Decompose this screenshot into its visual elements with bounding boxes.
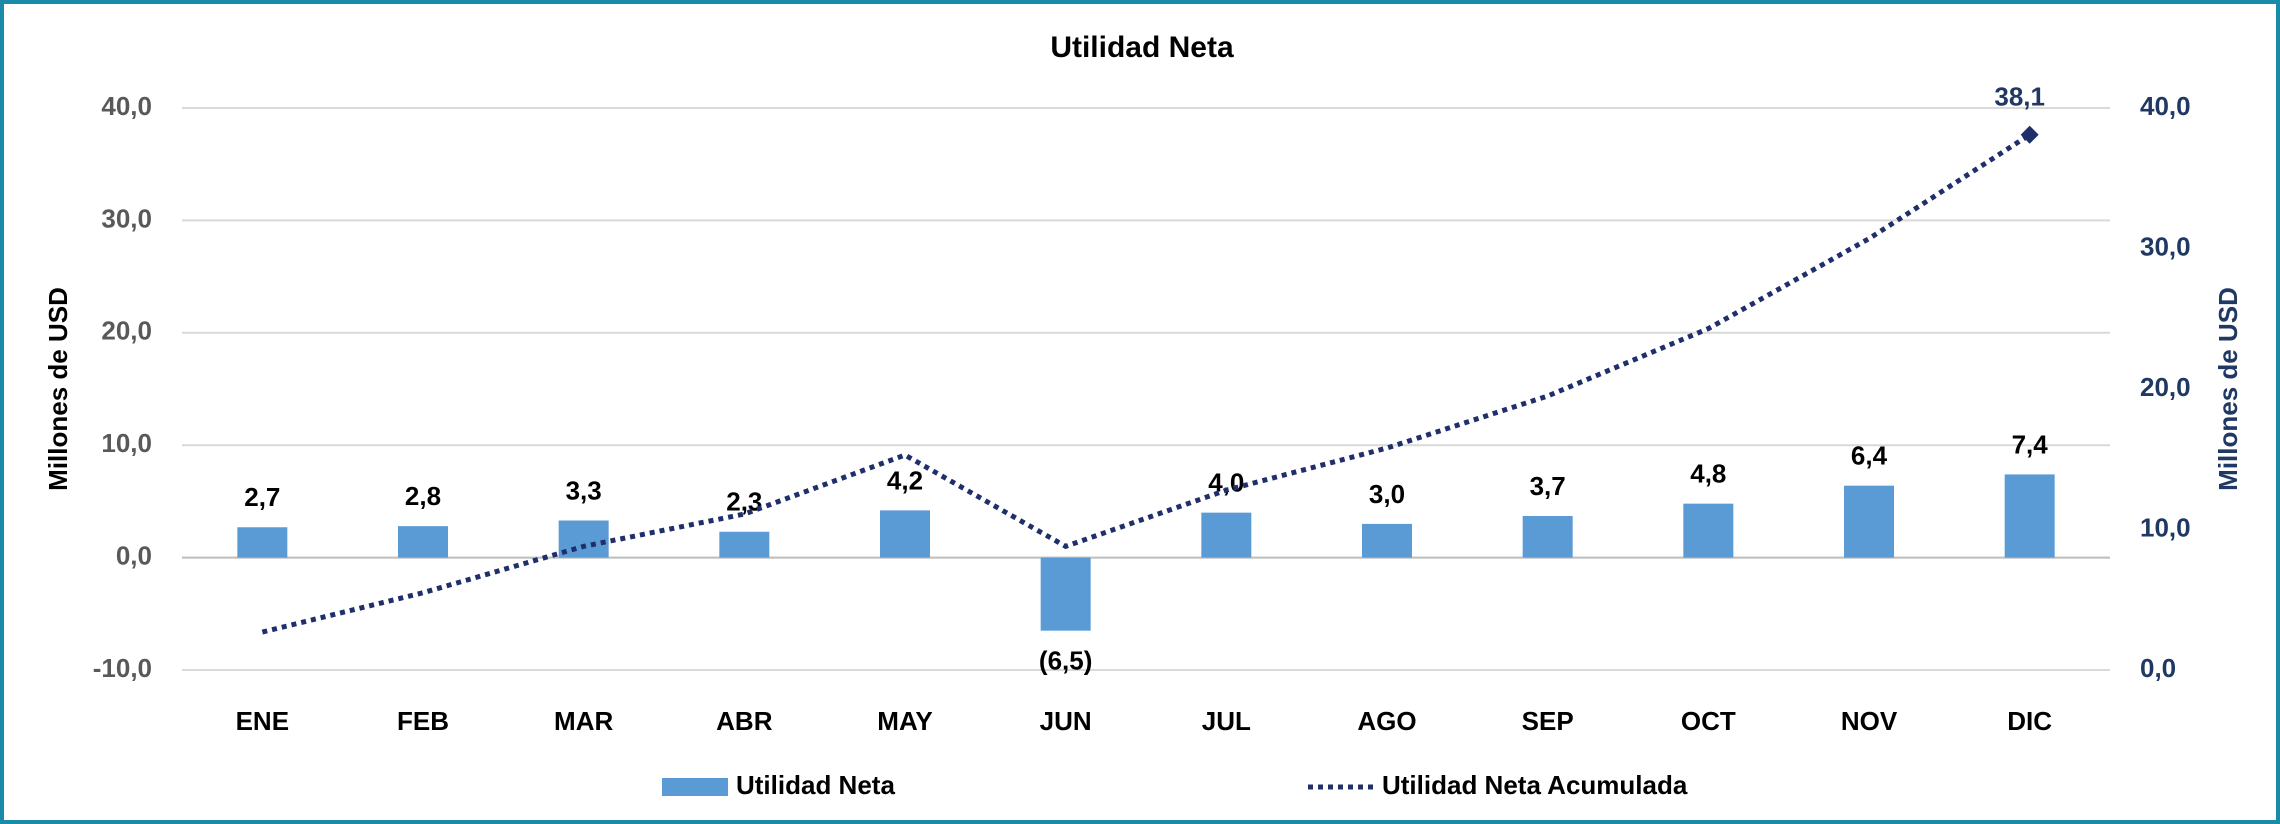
chart-title: Utilidad Neta: [1050, 31, 1234, 64]
bar: [1362, 523, 1412, 558]
x-tick-label: JUL: [1202, 706, 1251, 736]
y-tick-label: -10,0: [93, 653, 152, 683]
y-tick-label: 20,0: [101, 316, 152, 346]
y-axis-title: Millones de USD: [43, 287, 73, 491]
data-label: 7,4: [2012, 429, 2049, 459]
x-tick-label: ABR: [716, 706, 773, 736]
y2-tick-label: 10,0: [2140, 512, 2191, 542]
x-tick-label: FEB: [397, 706, 449, 736]
data-label: (6,5): [1039, 646, 1092, 676]
x-tick-label: SEP: [1522, 706, 1574, 736]
legend-label: Utilidad Neta: [736, 770, 895, 800]
line: [261, 132, 2032, 635]
data-label: 4,2: [887, 465, 923, 495]
x-tick-label: ENE: [236, 706, 289, 736]
y-tick-label: 0,0: [116, 540, 152, 570]
y2-tick-label: 30,0: [2140, 231, 2191, 261]
bar: [1201, 512, 1252, 558]
y-tick-label: 40,0: [101, 91, 152, 121]
bar: [880, 510, 930, 558]
bar: [237, 527, 288, 558]
bar: [558, 520, 609, 558]
y-tick-label: 30,0: [101, 203, 152, 233]
data-label: 2,8: [405, 481, 441, 511]
bar: [2004, 474, 2055, 558]
point-marker: [2020, 125, 2039, 144]
data-label: 2,3: [726, 487, 762, 517]
bar: [1040, 557, 1091, 631]
bar: [1522, 516, 1573, 558]
x-tick-label: AGO: [1357, 706, 1416, 736]
data-label: 3,0: [1369, 479, 1405, 509]
bar: [398, 526, 448, 558]
data-label: 6,4: [1851, 441, 1888, 471]
data-label: 4,0: [1208, 468, 1244, 498]
data-label: 2,7: [244, 482, 280, 512]
x-tick-label: JUN: [1040, 706, 1092, 736]
y2-tick-label: 40,0: [2140, 91, 2191, 121]
data-label: 4,8: [1690, 459, 1726, 489]
y2-axis-title: Millones de USD: [2213, 287, 2243, 491]
legend-swatch: [662, 778, 728, 796]
y2-tick-label: 20,0: [2140, 372, 2191, 402]
x-tick-label: MAY: [877, 706, 932, 736]
bar: [719, 531, 770, 558]
legend-label: Utilidad Neta Acumulada: [1382, 770, 1688, 800]
data-label: 38,1: [1994, 82, 2045, 112]
data-label: 3,7: [1530, 471, 1566, 501]
y2-tick-label: 0,0: [2140, 653, 2176, 683]
x-tick-label: NOV: [1841, 706, 1898, 736]
data-label: 3,3: [566, 475, 602, 505]
y-tick-label: 10,0: [101, 428, 152, 458]
x-tick-label: MAR: [554, 706, 613, 736]
bar: [1844, 485, 1894, 558]
bar: [1683, 503, 1734, 558]
x-tick-label: DIC: [2007, 706, 2052, 736]
x-tick-label: OCT: [1681, 706, 1736, 736]
